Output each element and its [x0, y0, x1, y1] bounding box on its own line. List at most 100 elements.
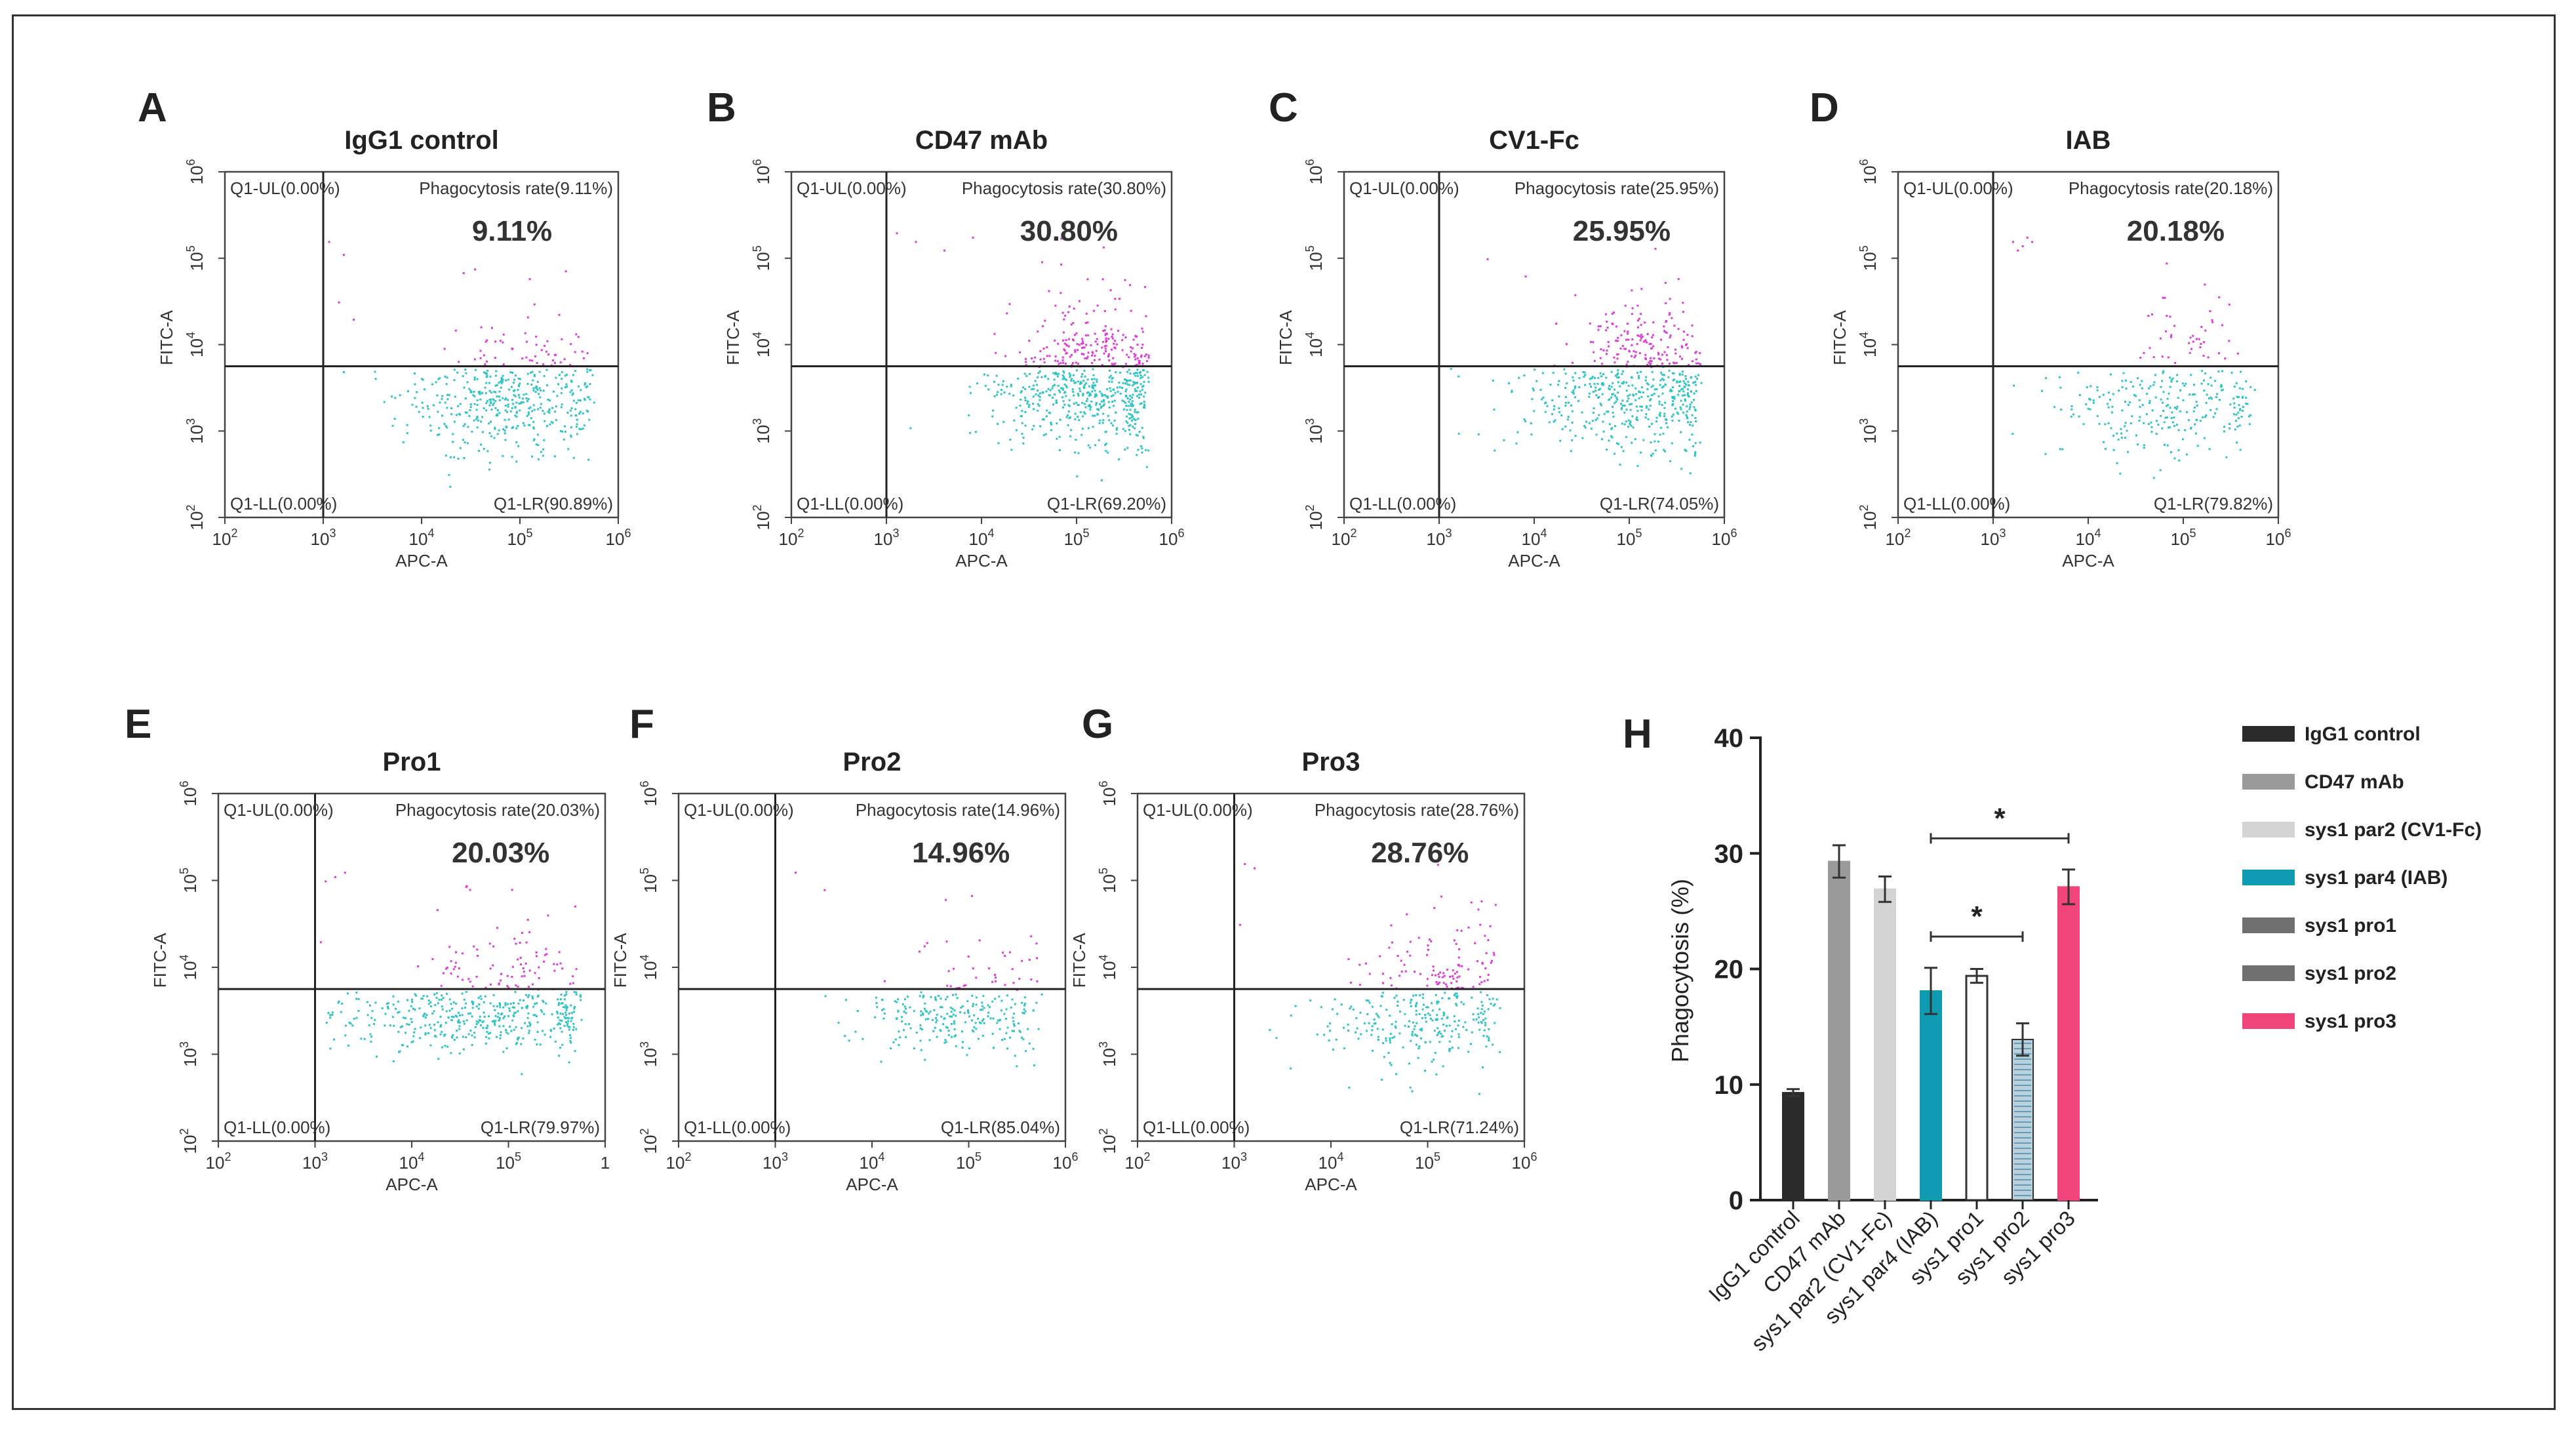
- event-dot-cyan: [1025, 1050, 1027, 1053]
- event-dot-cyan: [2163, 443, 2166, 446]
- event-dot-cyan: [1109, 374, 1112, 377]
- y-tick-label: 103: [1097, 1041, 1119, 1067]
- y-tick-exponent: 6: [1857, 159, 1871, 166]
- event-dot-cyan: [880, 1060, 882, 1063]
- event-dot-cyan: [1558, 407, 1560, 410]
- event-dot-cyan: [527, 411, 530, 414]
- event-dot-cyan: [555, 405, 557, 408]
- event-dot-cyan: [576, 433, 578, 435]
- event-dot-cyan: [355, 1016, 358, 1019]
- event-dot-pink: [1143, 355, 1146, 357]
- event-dot-pink: [561, 338, 563, 340]
- event-dot-cyan: [1128, 401, 1130, 403]
- event-dot-cyan: [874, 1016, 877, 1018]
- event-dot-cyan: [1608, 388, 1611, 391]
- event-dot-cyan: [2229, 423, 2231, 426]
- event-dot-cyan: [2215, 408, 2218, 411]
- event-dot-cyan: [1119, 386, 1121, 388]
- y-tick-label: 103: [1303, 418, 1326, 444]
- event-dot-pink: [1649, 359, 1652, 362]
- event-dot-cyan: [1128, 369, 1130, 371]
- event-dot-pink: [1060, 263, 1063, 266]
- event-dot-pink: [1608, 345, 1610, 348]
- event-dot-cyan: [1684, 382, 1686, 384]
- event-dot-cyan: [561, 387, 563, 390]
- plot-frame: [224, 171, 620, 519]
- event-dot-cyan: [1688, 384, 1690, 387]
- event-dot-cyan: [1348, 1086, 1351, 1089]
- event-dot-cyan: [1065, 378, 1067, 381]
- event-dot-cyan: [586, 368, 589, 371]
- event-dot-pink: [436, 909, 439, 912]
- event-dot-cyan: [481, 1020, 484, 1023]
- event-dot-pink: [1121, 339, 1124, 342]
- event-dot-cyan: [1534, 369, 1536, 371]
- event-dot-cyan: [1669, 460, 1672, 462]
- event-dot-pink: [534, 972, 536, 975]
- event-dot-pink: [473, 945, 475, 948]
- event-dot-pink: [545, 948, 547, 950]
- event-dot-pink: [1105, 337, 1107, 340]
- event-dot-cyan: [1332, 1048, 1334, 1051]
- event-dot-cyan: [477, 1007, 480, 1010]
- event-dot-cyan: [1480, 991, 1482, 994]
- event-dot-cyan: [1614, 388, 1616, 391]
- event-dot-cyan: [564, 374, 566, 377]
- event-dot-cyan: [905, 1036, 907, 1038]
- event-dot-cyan: [1075, 369, 1078, 372]
- event-dot-cyan: [2160, 414, 2162, 417]
- event-dot-cyan: [1471, 996, 1473, 999]
- event-dot-cyan: [1001, 384, 1004, 386]
- event-dot-cyan: [1478, 1093, 1480, 1095]
- event-dot-pink: [2166, 315, 2168, 317]
- event-dot-pink: [1409, 940, 1412, 943]
- y-tick-base: 10: [180, 961, 200, 980]
- event-dot-pink: [1446, 985, 1448, 988]
- x-tick-exponent: 4: [987, 527, 994, 540]
- y-tick-exponent: 3: [751, 418, 764, 425]
- event-dot-cyan: [576, 418, 578, 421]
- event-dot-cyan: [1421, 1008, 1424, 1011]
- event-dot-cyan: [1089, 447, 1092, 449]
- event-dot-cyan: [1334, 998, 1336, 1001]
- x-tick-exponent: 4: [427, 527, 434, 540]
- event-dot-cyan: [500, 382, 503, 384]
- event-dot-cyan: [2235, 420, 2238, 422]
- event-dot-pink: [1134, 353, 1137, 356]
- event-dot-cyan: [462, 1036, 464, 1038]
- event-dot-cyan: [589, 383, 591, 386]
- event-dot-cyan: [478, 392, 481, 394]
- event-dot-cyan: [391, 395, 393, 398]
- event-dot-cyan: [2242, 395, 2244, 398]
- event-dot-cyan: [508, 1007, 511, 1010]
- event-dot-pink: [479, 350, 482, 352]
- event-dot-cyan: [1091, 378, 1094, 380]
- event-dot-cyan: [966, 1009, 969, 1012]
- event-dot-cyan: [1328, 1039, 1330, 1042]
- event-dot-pink: [1101, 340, 1104, 343]
- event-dot-cyan: [944, 1039, 947, 1041]
- event-dot-cyan: [983, 373, 985, 376]
- event-dot-cyan: [1678, 419, 1680, 422]
- event-dot-pink: [442, 972, 445, 975]
- event-dot-cyan: [496, 1016, 499, 1018]
- event-dot-cyan: [444, 375, 446, 378]
- y-tick-base: 10: [753, 425, 773, 444]
- event-dot-cyan: [499, 1006, 502, 1009]
- event-dot-cyan: [1661, 403, 1663, 406]
- x-tick-label: 106: [1053, 1150, 1079, 1173]
- event-dot-cyan: [2059, 448, 2061, 451]
- event-dot-pink: [1611, 312, 1614, 315]
- event-dot-cyan: [567, 1017, 570, 1020]
- event-dot-cyan: [450, 1003, 452, 1005]
- event-dot-cyan: [531, 410, 534, 413]
- event-dot-cyan: [540, 403, 542, 405]
- event-dot-cyan: [935, 1021, 938, 1024]
- event-dot-cyan: [2212, 416, 2215, 418]
- event-dot-cyan: [1612, 411, 1614, 414]
- event-dot-cyan: [1013, 419, 1016, 422]
- event-dot-cyan: [1687, 380, 1690, 383]
- event-dot-cyan: [1672, 379, 1674, 382]
- event-dot-pink: [1665, 353, 1668, 356]
